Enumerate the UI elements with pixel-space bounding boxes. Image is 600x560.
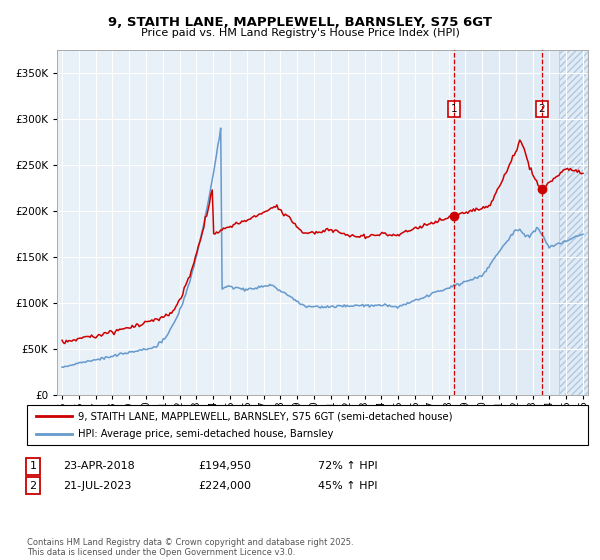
Text: £224,000: £224,000 <box>198 480 251 491</box>
Bar <box>454 50 588 395</box>
Text: 21-JUL-2023: 21-JUL-2023 <box>63 480 131 491</box>
Text: HPI: Average price, semi-detached house, Barnsley: HPI: Average price, semi-detached house,… <box>78 429 334 439</box>
Text: 9, STAITH LANE, MAPPLEWELL, BARNSLEY, S75 6GT: 9, STAITH LANE, MAPPLEWELL, BARNSLEY, S7… <box>108 16 492 29</box>
Text: 72% ↑ HPI: 72% ↑ HPI <box>318 461 377 472</box>
Text: Contains HM Land Registry data © Crown copyright and database right 2025.
This d: Contains HM Land Registry data © Crown c… <box>27 538 353 557</box>
Text: 2: 2 <box>29 480 37 491</box>
Text: 1: 1 <box>451 104 457 114</box>
Text: £194,950: £194,950 <box>198 461 251 472</box>
Text: 23-APR-2018: 23-APR-2018 <box>63 461 135 472</box>
Text: 45% ↑ HPI: 45% ↑ HPI <box>318 480 377 491</box>
Text: 9, STAITH LANE, MAPPLEWELL, BARNSLEY, S75 6GT (semi-detached house): 9, STAITH LANE, MAPPLEWELL, BARNSLEY, S7… <box>78 411 452 421</box>
Text: 1: 1 <box>29 461 37 472</box>
Text: 2: 2 <box>538 104 545 114</box>
Text: Price paid vs. HM Land Registry's House Price Index (HPI): Price paid vs. HM Land Registry's House … <box>140 28 460 38</box>
Bar <box>559 50 588 395</box>
